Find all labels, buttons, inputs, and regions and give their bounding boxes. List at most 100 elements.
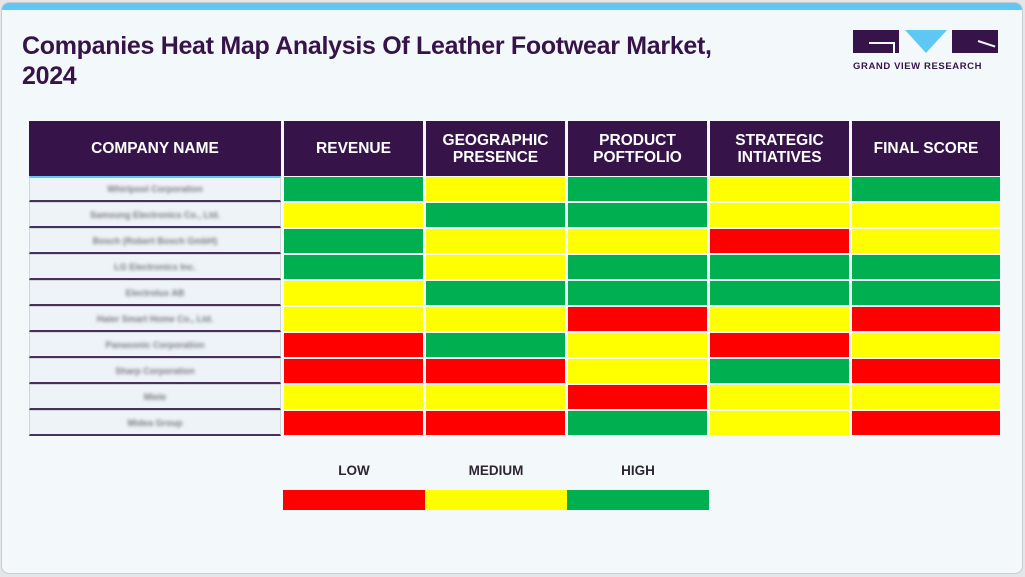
- company-name-cell: Samsung Electronics Co., Ltd.: [29, 202, 281, 228]
- table-row: Whirlpool Corporation: [29, 176, 1000, 202]
- heat-cell-medium: [426, 307, 565, 331]
- heat-cell-medium: [852, 229, 1000, 253]
- heat-cell-low: [852, 411, 1000, 435]
- heat-cell-medium: [710, 385, 849, 409]
- heat-cell-low: [852, 359, 1000, 383]
- heatmap-table: COMPANY NAME REVENUE GEOGRAPHIC PRESENCE…: [29, 121, 1000, 436]
- table-row: Bosch (Robert Bosch GmbH): [29, 228, 1000, 254]
- heat-cell-high: [568, 203, 707, 227]
- heat-cell-high: [426, 333, 565, 357]
- table-row: LG Electronics Inc.: [29, 254, 1000, 280]
- company-name-cell: Electrolux AB: [29, 280, 281, 306]
- heat-cell-medium: [426, 255, 565, 279]
- heat-cell-medium: [710, 411, 849, 435]
- heat-cell-medium: [568, 229, 707, 253]
- heat-cell-high: [568, 255, 707, 279]
- heat-cell-medium: [426, 385, 565, 409]
- heat-cell-medium: [852, 333, 1000, 357]
- heat-cell-medium: [284, 385, 423, 409]
- heat-cell-medium: [284, 307, 423, 331]
- logo-r-mark: [952, 30, 998, 53]
- company-name-cell: Miele: [29, 384, 281, 410]
- heat-cell-medium: [284, 281, 423, 305]
- heat-cell-low: [284, 333, 423, 357]
- heat-cell-medium: [710, 307, 849, 331]
- company-name: Bosch (Robert Bosch GmbH): [92, 235, 218, 246]
- legend-swatch-high: [567, 490, 709, 510]
- legend-swatch-medium: [425, 490, 567, 510]
- heat-cell-high: [710, 281, 849, 305]
- heat-cell-low: [568, 385, 707, 409]
- heat-cell-high: [426, 203, 565, 227]
- heat-cell-high: [284, 177, 423, 201]
- table-header-row: COMPANY NAME REVENUE GEOGRAPHIC PRESENCE…: [29, 121, 1000, 176]
- company-name-cell: Whirlpool Corporation: [29, 176, 281, 202]
- column-header-company-name: COMPANY NAME: [29, 121, 281, 176]
- heat-cell-medium: [710, 203, 849, 227]
- heat-cell-low: [426, 359, 565, 383]
- heat-cell-medium: [852, 203, 1000, 227]
- heat-cell-high: [852, 281, 1000, 305]
- company-name: Miele: [143, 391, 167, 402]
- company-name: Haier Smart Home Co., Ltd.: [96, 313, 214, 324]
- table-body: Whirlpool Corporation Samsung Electronics…: [29, 176, 1000, 436]
- heat-cell-medium: [852, 385, 1000, 409]
- column-header-final-score: FINAL SCORE: [852, 121, 1000, 176]
- heat-cell-high: [710, 359, 849, 383]
- company-name: Sharp Corporation: [115, 365, 195, 376]
- heat-cell-medium: [568, 359, 707, 383]
- legend: LOW MEDIUM HIGH: [283, 461, 709, 510]
- company-name: Midea Group: [127, 417, 183, 428]
- table-row: Electrolux AB: [29, 280, 1000, 306]
- heat-cell-low: [284, 359, 423, 383]
- heat-cell-high: [852, 255, 1000, 279]
- logo-text: GRAND VIEW RESEARCH: [853, 61, 983, 72]
- heat-cell-medium: [284, 203, 423, 227]
- company-name: Whirlpool Corporation: [107, 184, 203, 194]
- heat-cell-low: [568, 307, 707, 331]
- column-header-strategic-initiatives: STRATEGIC INTIATIVES: [710, 121, 849, 176]
- table-row: Midea Group: [29, 410, 1000, 436]
- heat-cell-medium: [426, 177, 565, 201]
- company-name-cell: LG Electronics Inc.: [29, 254, 281, 280]
- legend-label: HIGH: [621, 463, 655, 478]
- grand-view-research-logo: GRAND VIEW RESEARCH: [853, 30, 998, 74]
- table-row: Panasonic Corporation: [29, 332, 1000, 358]
- company-name: LG Electronics Inc.: [114, 261, 196, 272]
- heat-cell-low: [852, 307, 1000, 331]
- heat-cell-high: [568, 177, 707, 201]
- heat-cell-low: [710, 333, 849, 357]
- heat-cell-medium: [426, 229, 565, 253]
- accent-top-bar: [2, 3, 1022, 10]
- heat-cell-low: [284, 411, 423, 435]
- company-name: Electrolux AB: [125, 287, 185, 298]
- legend-item-low: LOW: [283, 461, 425, 510]
- company-name-cell: Sharp Corporation: [29, 358, 281, 384]
- table-row: Samsung Electronics Co., Ltd.: [29, 202, 1000, 228]
- company-name-cell: Bosch (Robert Bosch GmbH): [29, 228, 281, 254]
- column-header-product-portfolio: PRODUCT POFTFOLIO: [568, 121, 707, 176]
- column-header-revenue: REVENUE: [284, 121, 423, 176]
- logo-g-mark: [853, 30, 899, 53]
- logo-v-triangle: [905, 30, 947, 53]
- heat-cell-low: [426, 411, 565, 435]
- company-name-cell: Haier Smart Home Co., Ltd.: [29, 306, 281, 332]
- heat-cell-high: [852, 177, 1000, 201]
- heat-cell-high: [568, 411, 707, 435]
- legend-label: LOW: [338, 463, 370, 478]
- legend-item-high: HIGH: [567, 461, 709, 510]
- company-name-cell: Midea Group: [29, 410, 281, 436]
- company-name: Samsung Electronics Co., Ltd.: [89, 209, 221, 220]
- heat-cell-high: [426, 281, 565, 305]
- page-title: Companies Heat Map Analysis Of Leather F…: [22, 32, 712, 90]
- heat-cell-low: [710, 229, 849, 253]
- company-name-cell: Panasonic Corporation: [29, 332, 281, 358]
- heat-cell-high: [568, 281, 707, 305]
- heat-cell-high: [284, 255, 423, 279]
- company-name: Panasonic Corporation: [105, 339, 205, 350]
- table-row: Miele: [29, 384, 1000, 410]
- legend-item-medium: MEDIUM: [425, 461, 567, 510]
- heat-cell-medium: [568, 333, 707, 357]
- heat-cell-high: [710, 255, 849, 279]
